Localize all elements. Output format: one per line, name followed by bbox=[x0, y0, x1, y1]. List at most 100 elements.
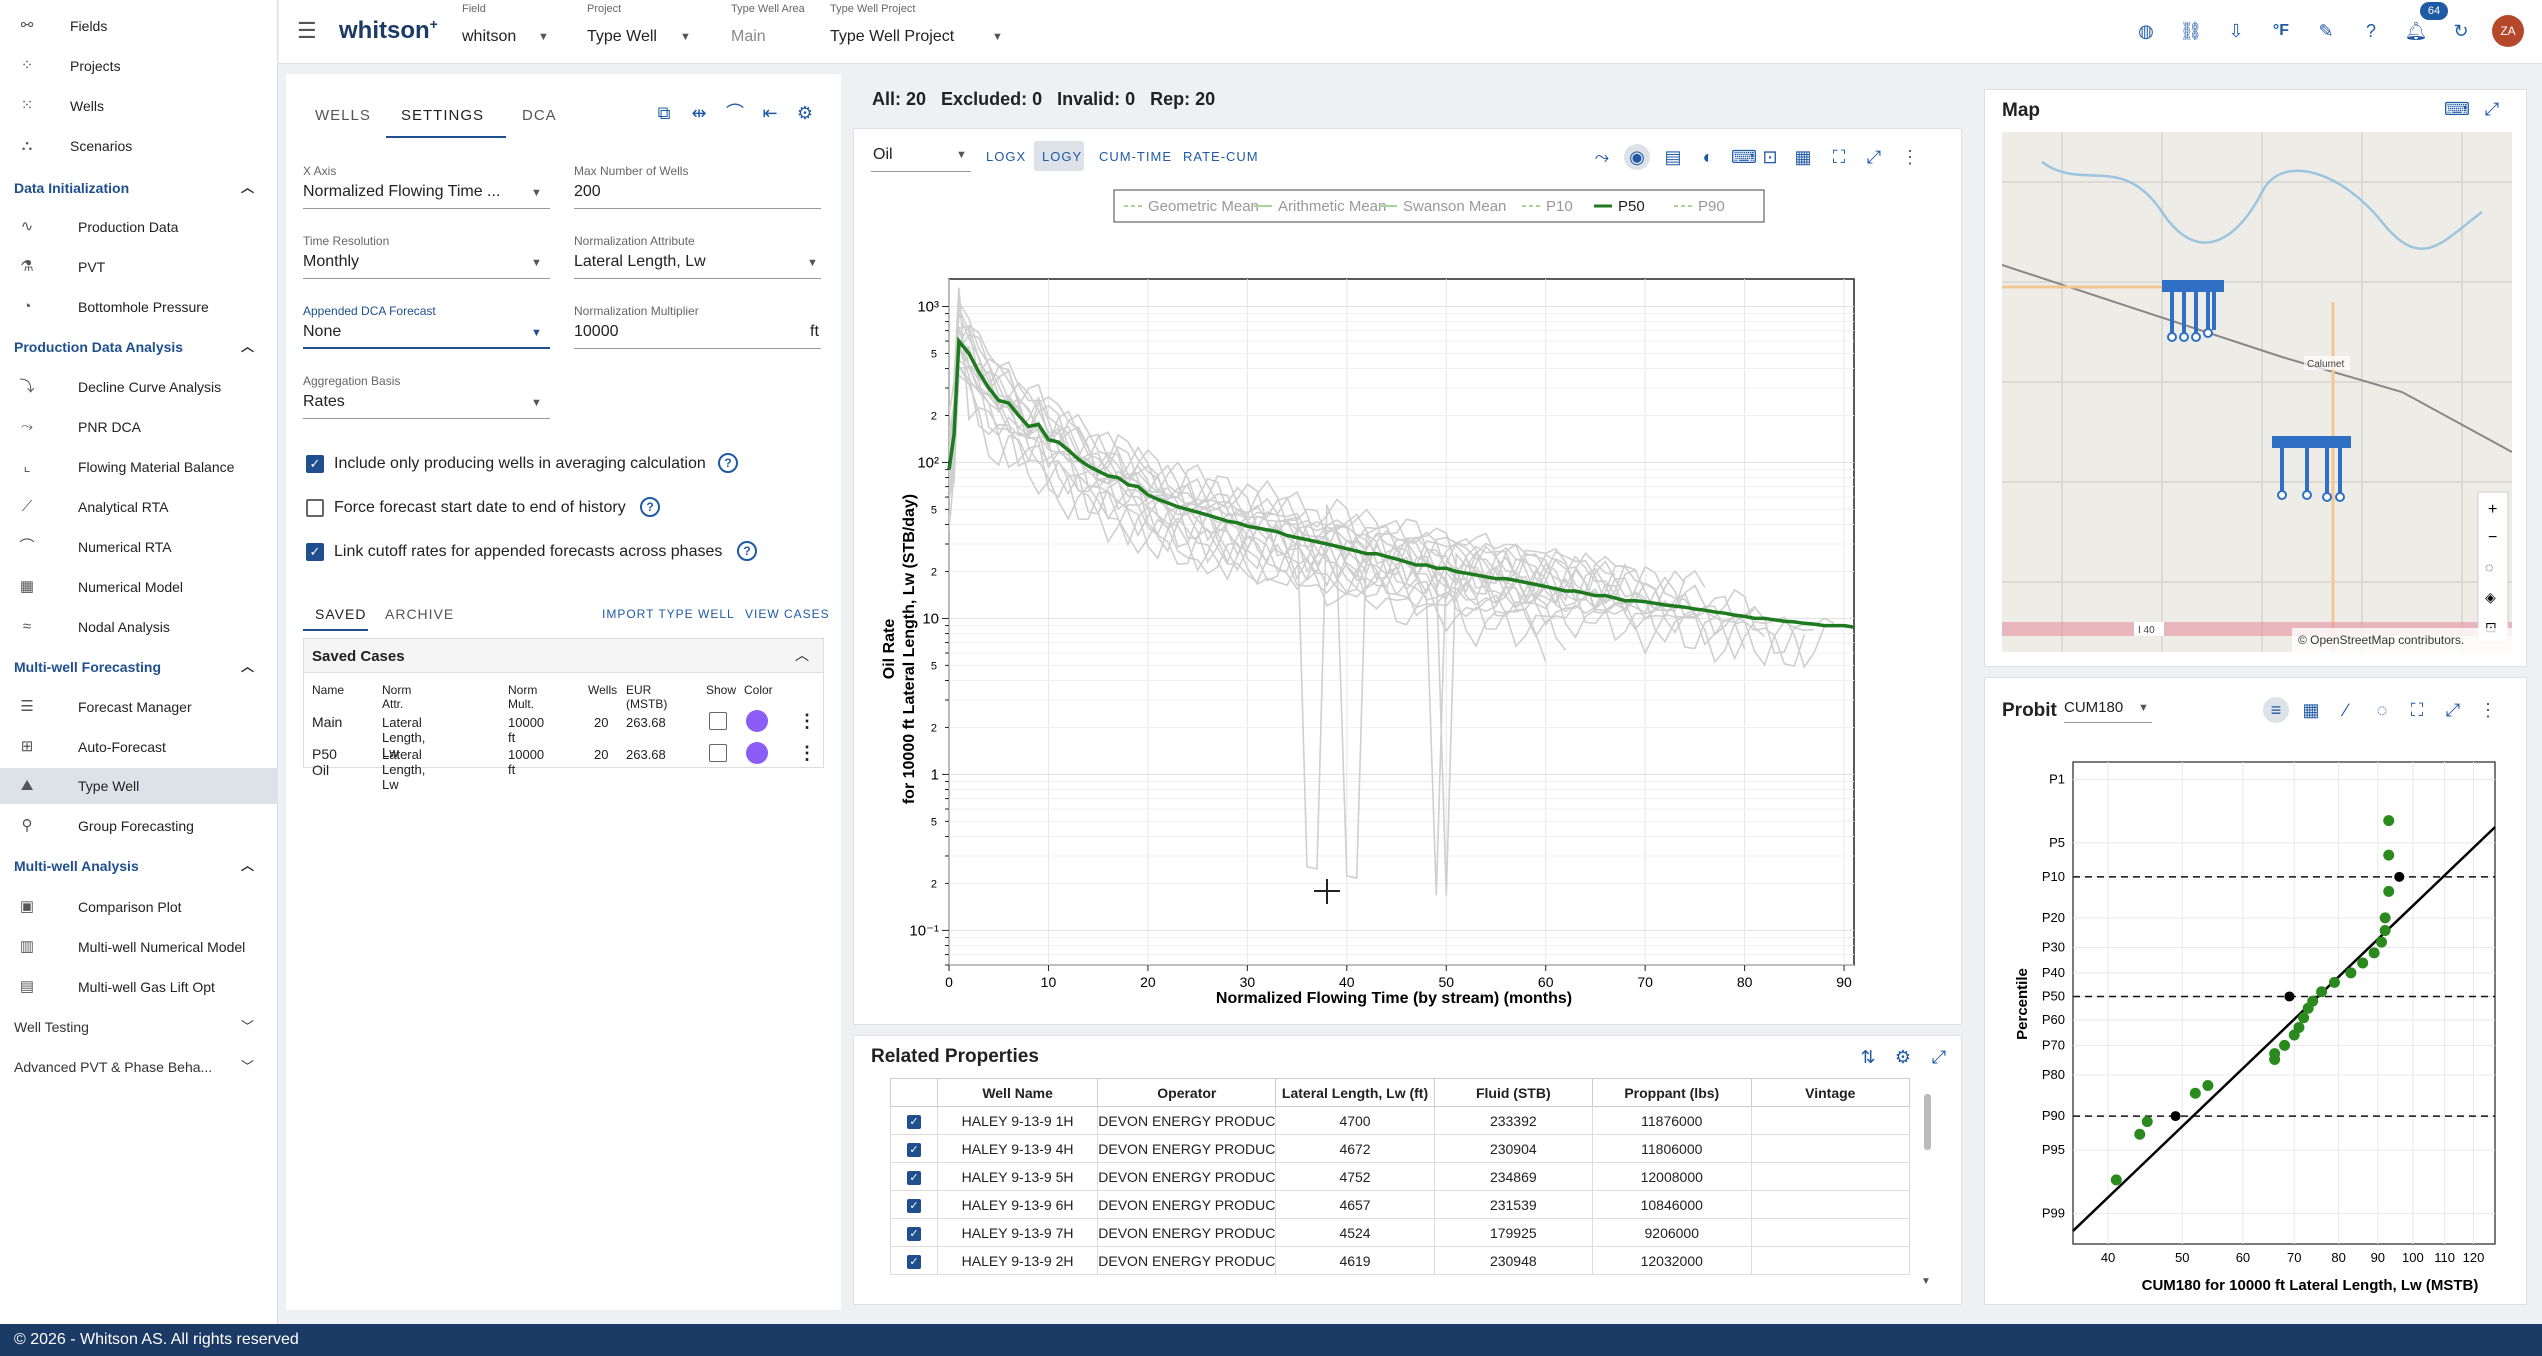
normalization-multiplier-input[interactable]: 10000 bbox=[574, 323, 619, 340]
type-well-area-select[interactable]: Main bbox=[731, 28, 766, 45]
section-multi-well-analysis[interactable]: Multi-well Analysis ︿ bbox=[0, 848, 278, 884]
zoom-fit-icon[interactable]: ⛶ bbox=[2410, 700, 2424, 720]
more-vert-icon[interactable]: ⋮ bbox=[798, 711, 816, 731]
row-checkbox[interactable]: ✓ bbox=[906, 1115, 921, 1129]
sidebar-item-numerical-model[interactable]: ▦ Numerical Model bbox=[0, 569, 278, 605]
fullscreen-icon[interactable]: ⤢ bbox=[2484, 99, 2500, 119]
probit-data-point[interactable] bbox=[2376, 936, 2388, 948]
row-checkbox[interactable]: ✓ bbox=[906, 1171, 921, 1185]
tune-icon[interactable]: ⚙ bbox=[796, 103, 814, 123]
well-rate-line[interactable] bbox=[948, 324, 1636, 595]
sidebar-item-auto-forecast[interactable]: ⊞ Auto-Forecast bbox=[0, 729, 278, 765]
probit-data-point[interactable] bbox=[2379, 912, 2391, 924]
well-rate-line[interactable] bbox=[948, 325, 1766, 896]
p50-series-line[interactable] bbox=[947, 336, 1855, 629]
probit-data-point[interactable] bbox=[2383, 885, 2395, 897]
logx-button[interactable]: LOGX bbox=[986, 149, 1027, 164]
globe-icon[interactable]: ◍ bbox=[2138, 21, 2154, 41]
more-vert-icon[interactable]: ⋮ bbox=[2479, 700, 2497, 720]
filter-icon[interactable]: ≡ bbox=[2263, 697, 2289, 723]
probit-percentile-marker[interactable] bbox=[2394, 871, 2405, 882]
include-producing-checkbox[interactable]: ✓ bbox=[306, 455, 324, 473]
fullscreen-icon[interactable]: ⤢ bbox=[1931, 1047, 1947, 1067]
lasso-icon[interactable]: ◌ bbox=[2376, 700, 2388, 720]
probit-data-point[interactable] bbox=[2316, 986, 2328, 998]
table-icon[interactable]: ▦ bbox=[1794, 147, 1812, 167]
sidebar-item-projects[interactable]: ⁘ Projects bbox=[0, 48, 278, 84]
help-icon[interactable]: ? bbox=[2365, 21, 2376, 41]
row-checkbox[interactable]: ✓ bbox=[906, 1255, 921, 1269]
max-wells-input[interactable]: 200 bbox=[574, 183, 601, 200]
section-production-data-analysis[interactable]: Production Data Analysis ︿ bbox=[0, 329, 278, 365]
probit-percentile-marker[interactable] bbox=[2284, 991, 2295, 1002]
fullscreen-icon[interactable]: ⤢ bbox=[1866, 147, 1882, 167]
rate-time-chart[interactable]: Geometric Mean Arithmetic Mean Swanson Mea… bbox=[854, 179, 1954, 1019]
visibility-off-icon[interactable]: ◉ bbox=[1624, 144, 1650, 170]
link-cutoff-checkbox[interactable]: ✓ bbox=[306, 543, 324, 561]
fullscreen-icon[interactable]: ⤢ bbox=[2445, 700, 2461, 720]
split-icon[interactable]: ⇹ bbox=[691, 103, 707, 123]
probit-data-point[interactable] bbox=[2307, 995, 2319, 1007]
align-left-icon[interactable]: ⇤ bbox=[762, 103, 778, 123]
table-row[interactable]: ✓ HALEY 9-13-9 1H DEVON ENERGY PRODUC 4700 2… bbox=[890, 1106, 1911, 1135]
project-select[interactable]: Type Well bbox=[587, 28, 657, 45]
probit-percentile-marker[interactable] bbox=[2170, 1111, 2181, 1122]
color-swatch[interactable] bbox=[746, 710, 768, 732]
palette-icon[interactable]: ◐ bbox=[1702, 147, 1714, 167]
sidebar-item-numerical-rta[interactable]: ⌒ Numerical RTA bbox=[0, 529, 278, 565]
view-cases-button[interactable]: VIEW CASES bbox=[745, 607, 830, 621]
avatar[interactable]: ZA bbox=[2492, 15, 2524, 47]
help-icon[interactable]: ? bbox=[718, 453, 738, 473]
color-swatch[interactable] bbox=[746, 742, 768, 764]
row-checkbox[interactable]: ✓ bbox=[906, 1143, 921, 1157]
sidebar-item-type-well[interactable]: ⛰ Type Well bbox=[0, 768, 278, 804]
chevron-up-icon[interactable]: ︿ bbox=[795, 647, 809, 663]
legend-item[interactable]: P50 bbox=[1618, 198, 1645, 215]
sidebar-item-fmb[interactable]: ⌞ Flowing Material Balance bbox=[0, 449, 278, 485]
help-icon[interactable]: ? bbox=[737, 541, 757, 561]
probit-data-point[interactable] bbox=[2141, 1116, 2153, 1128]
probit-data-point[interactable] bbox=[2383, 849, 2395, 861]
zoom-in-icon[interactable]: + bbox=[2488, 501, 2497, 518]
legend-item[interactable]: Arithmetic Mean bbox=[1278, 198, 1386, 215]
more-vert-icon[interactable]: ⋮ bbox=[798, 743, 816, 763]
legend-item[interactable]: P90 bbox=[1698, 198, 1725, 215]
phase-select[interactable]: Oil bbox=[873, 146, 893, 163]
zoom-out-icon[interactable]: − bbox=[2488, 529, 2497, 546]
rate-cum-button[interactable]: RATE-CUM bbox=[1183, 149, 1259, 164]
sidebar-item-production-data[interactable]: ∿ Production Data bbox=[0, 209, 278, 245]
show-checkbox[interactable] bbox=[709, 712, 727, 730]
table-row[interactable]: ✓ HALEY 9-13-9 4H DEVON ENERGY PRODUC 4672 2… bbox=[890, 1134, 1911, 1163]
legend-item[interactable]: Swanson Mean bbox=[1403, 198, 1506, 215]
x-axis-select[interactable]: Normalized Flowing Time ... bbox=[303, 183, 501, 200]
more-vert-icon[interactable]: ⋮ bbox=[1901, 147, 1919, 167]
field-select[interactable]: whitson bbox=[462, 28, 517, 45]
show-checkbox[interactable] bbox=[709, 744, 727, 762]
probit-metric-select[interactable]: CUM180 bbox=[2064, 699, 2124, 716]
tab-settings[interactable]: SETTINGS bbox=[401, 107, 485, 124]
sidebar-item-fields[interactable]: ⚯ Fields bbox=[0, 8, 278, 44]
probit-data-point[interactable] bbox=[2345, 967, 2357, 979]
feedback-icon[interactable]: ✎ bbox=[2318, 21, 2334, 41]
keyboard-icon[interactable]: ⌨ bbox=[1731, 147, 1757, 167]
link-icon[interactable]: ⛓ bbox=[2179, 21, 2203, 41]
legend-icon[interactable]: ▤ bbox=[1664, 147, 1682, 167]
type-well-project-select[interactable]: Type Well Project bbox=[830, 28, 955, 45]
sidebar-item-group-forecasting[interactable]: ⚲ Group Forecasting bbox=[0, 808, 278, 844]
section-data-initialization[interactable]: Data Initialization ︿ bbox=[0, 170, 278, 206]
well-markers[interactable] bbox=[2162, 280, 2351, 494]
time-resolution-select[interactable]: Monthly bbox=[303, 253, 360, 270]
probit-data-point[interactable] bbox=[2298, 1012, 2310, 1024]
scrollbar[interactable] bbox=[1924, 1094, 1931, 1150]
probit-data-point[interactable] bbox=[2357, 957, 2369, 969]
cum-time-button[interactable]: CUM-TIME bbox=[1099, 149, 1172, 164]
well-rate-line[interactable] bbox=[948, 287, 1556, 648]
copy-icon[interactable]: ⧉ bbox=[657, 103, 671, 123]
sidebar-item-scenarios[interactable]: ⛬ Scenarios bbox=[0, 128, 278, 164]
sidebar-item-dca[interactable]: ⤵ Decline Curve Analysis bbox=[0, 369, 278, 405]
tab-wells[interactable]: WELLS bbox=[315, 107, 371, 124]
sidebar-item-nodal-analysis[interactable]: ≈ Nodal Analysis bbox=[0, 609, 278, 645]
fit-bounds-icon[interactable]: ⊡ bbox=[2485, 619, 2497, 635]
probit-data-point[interactable] bbox=[2202, 1080, 2214, 1092]
menu-icon[interactable]: ☰ bbox=[297, 18, 317, 43]
